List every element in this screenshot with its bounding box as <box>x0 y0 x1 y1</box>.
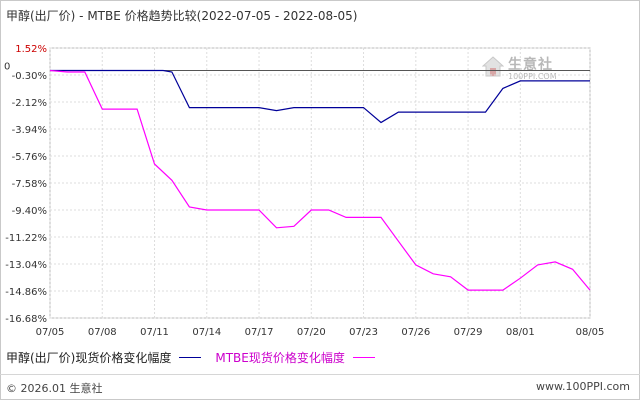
watermark-brand: 生意社 <box>508 57 553 73</box>
y-tick-label: -2.12% <box>12 98 47 109</box>
y-tick-label: 1.52% <box>15 44 47 55</box>
y-tick-label: -7.58% <box>12 179 47 190</box>
footer-divider <box>0 374 640 375</box>
legend-item-methanol-swatch <box>179 357 202 358</box>
footer-copyright: © 2026.01 生意社 <box>6 382 103 395</box>
x-tick-label: 07/05 <box>36 327 65 338</box>
x-tick-label: 07/29 <box>454 327 483 338</box>
y-tick-label: -14.86% <box>5 287 47 298</box>
legend-item-mtbe-swatch <box>352 357 375 358</box>
watermark-url: 100PPI.COM <box>508 72 557 81</box>
x-tick-label: 07/23 <box>349 327 378 338</box>
zero-label: 0 <box>4 62 10 73</box>
chart-legend: 甲醇(出厂价)现货价格变化幅度 MTBE现货价格变化幅度 <box>6 349 389 366</box>
series-line-mtbe <box>49 69 591 291</box>
x-tick-label: 07/17 <box>245 327 274 338</box>
footer-site-link[interactable]: www.100PPI.com <box>536 380 630 393</box>
x-tick-label: 07/26 <box>401 327 430 338</box>
x-tick-label: 07/20 <box>297 327 326 338</box>
y-tick-label: -11.22% <box>5 233 47 244</box>
chart-title: 甲醇(出厂价) - MTBE 价格趋势比较(2022-07-05 - 2022-… <box>6 9 358 23</box>
x-tick-label: 07/08 <box>88 327 117 338</box>
legend-item-methanol-label: 甲醇(出厂价)现货价格变化幅度 <box>6 351 172 365</box>
y-tick-label: -5.76% <box>12 152 47 163</box>
x-tick-label: 08/05 <box>576 327 605 338</box>
watermark-logo: 生意社 100PPI.COM <box>480 52 580 84</box>
y-tick-label: -13.04% <box>5 260 47 271</box>
series-line-methanol <box>50 69 590 124</box>
house-logo-icon <box>482 56 504 77</box>
legend-item-mtbe-label: MTBE现货价格变化幅度 <box>215 351 345 365</box>
x-tick-label: 07/14 <box>192 327 221 338</box>
x-tick-label: 08/01 <box>506 327 535 338</box>
y-tick-label: -9.40% <box>12 206 47 217</box>
y-tick-label: -0.30% <box>12 71 47 82</box>
y-tick-label: -16.68% <box>5 314 47 325</box>
x-tick-label: 07/11 <box>140 327 169 338</box>
y-tick-label: -3.94% <box>12 125 47 136</box>
